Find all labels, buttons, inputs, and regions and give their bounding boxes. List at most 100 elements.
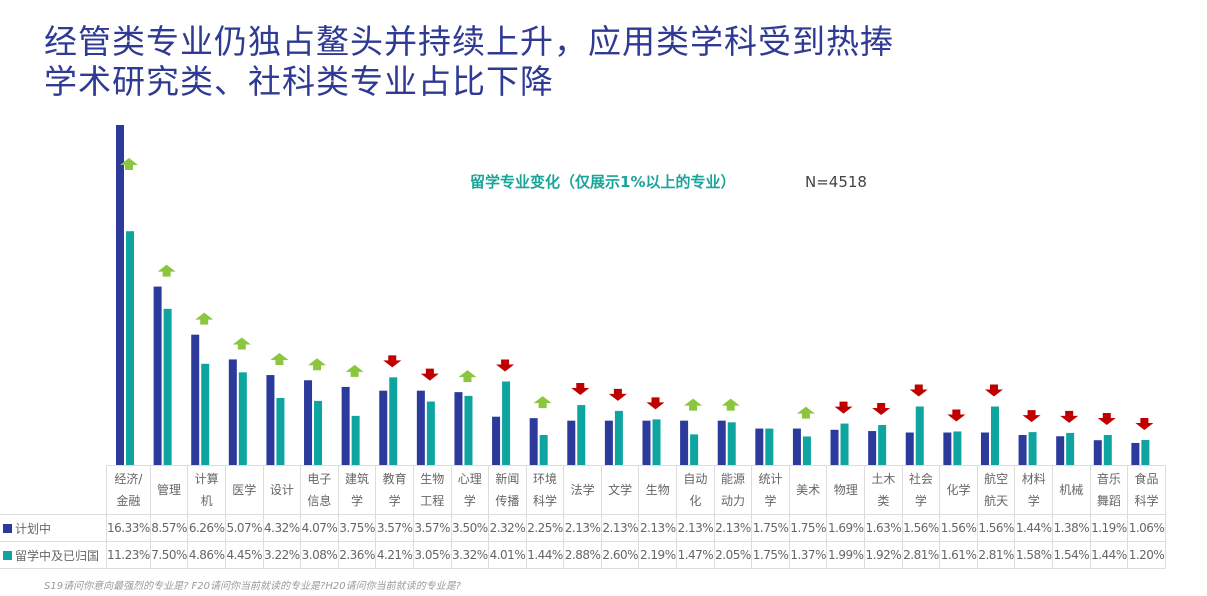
series-name: 留学中及已归国 xyxy=(15,548,100,563)
trend-up-arrow-icon xyxy=(120,158,138,170)
bar-returned xyxy=(1103,435,1112,465)
bar-planned xyxy=(492,416,501,465)
value-cell: 1.75% xyxy=(788,514,828,542)
bar-planned xyxy=(341,386,350,465)
value-cell: 1.47% xyxy=(676,541,715,569)
category-label: 生物 xyxy=(638,465,678,515)
trend-down-arrow-icon xyxy=(909,384,928,397)
bar-returned xyxy=(878,425,887,465)
bar-returned xyxy=(1141,440,1150,465)
trend-down-arrow-icon xyxy=(1135,418,1154,431)
bar-planned xyxy=(717,420,726,465)
bar-returned xyxy=(201,363,210,465)
value-cell: 2.60% xyxy=(600,541,640,569)
category-label: 物理 xyxy=(826,465,866,515)
bar-returned xyxy=(389,377,398,465)
bar-returned xyxy=(990,406,999,465)
value-cell: 1.44% xyxy=(1089,541,1129,569)
category-label: 能源 动力 xyxy=(713,465,753,515)
bar-planned xyxy=(454,392,463,465)
category-label: 法学 xyxy=(563,465,602,515)
bar-returned xyxy=(765,428,774,465)
category-label: 航空 航天 xyxy=(976,465,1016,515)
value-cell: 1.37% xyxy=(788,541,828,569)
category-label: 食品 科学 xyxy=(1127,465,1166,515)
trend-down-arrow-icon xyxy=(383,355,402,368)
bar-planned xyxy=(416,390,425,465)
category-label: 土木类 xyxy=(864,465,903,515)
legend-swatch xyxy=(3,523,12,533)
bar-returned xyxy=(502,381,511,465)
trend-down-arrow-icon xyxy=(1060,410,1079,423)
value-cell: 3.32% xyxy=(450,541,490,569)
value-cell: 1.56% xyxy=(976,514,1016,542)
trend-up-arrow-icon xyxy=(796,406,815,419)
bar-planned xyxy=(905,432,914,465)
bar-returned xyxy=(652,419,661,465)
bar-planned xyxy=(980,432,989,465)
value-cell: 4.21% xyxy=(375,541,414,569)
bar-planned xyxy=(228,359,237,465)
trend-down-arrow-icon xyxy=(420,368,439,381)
trend-down-arrow-icon xyxy=(1097,413,1116,426)
trend-up-arrow-icon xyxy=(533,396,552,409)
category-label: 统计学 xyxy=(751,465,790,515)
value-cell: 1.44% xyxy=(525,541,565,569)
bar-returned xyxy=(802,436,811,465)
value-cell: 2.19% xyxy=(638,541,678,569)
category-label: 教育学 xyxy=(375,465,414,515)
value-cell: 3.57% xyxy=(375,514,414,542)
bar-planned xyxy=(1093,440,1102,465)
bar-planned xyxy=(755,428,764,465)
value-cell: 11.23% xyxy=(106,541,151,569)
bar-returned xyxy=(539,435,548,465)
value-cell: 3.05% xyxy=(412,541,452,569)
value-cell: 1.56% xyxy=(901,514,941,542)
bar-planned xyxy=(868,431,877,465)
category-label: 化学 xyxy=(939,465,978,515)
value-cell: 1.44% xyxy=(1014,514,1054,542)
trend-down-arrow-icon xyxy=(834,401,853,414)
category-label: 设计 xyxy=(262,465,302,515)
value-cell: 2.05% xyxy=(713,541,753,569)
series-name: 计划中 xyxy=(15,521,52,536)
value-cell: 4.45% xyxy=(224,541,264,569)
value-cell: 2.13% xyxy=(713,514,753,542)
title-line-1: 经管类专业仍独占鳌头并持续上升，应用类学科受到热捧 xyxy=(44,22,894,61)
bar-planned xyxy=(529,418,538,465)
bar-returned xyxy=(1066,432,1075,465)
bar-planned xyxy=(379,390,388,465)
value-cell: 4.86% xyxy=(187,541,226,569)
value-cell: 3.50% xyxy=(450,514,490,542)
value-cell: 1.75% xyxy=(751,541,790,569)
value-cell: 2.36% xyxy=(337,541,377,569)
trend-up-arrow-icon xyxy=(345,364,364,377)
value-cell: 5.07% xyxy=(224,514,264,542)
footnote: S19请问你意向最强烈的专业是? F20请问你当前就读的专业是?H20请问你当前… xyxy=(44,581,461,592)
bar-planned xyxy=(567,420,576,465)
category-label: 生物 工程 xyxy=(412,465,452,515)
category-label: 心理学 xyxy=(450,465,490,515)
trend-up-arrow-icon xyxy=(270,353,289,366)
bar-returned xyxy=(953,431,962,465)
trend-up-arrow-icon xyxy=(721,398,740,411)
series-row: 留学中及已归国 11.23% 7.50% 4.86% 4.45% 3.22% 3.08% 2.… xyxy=(0,541,1166,569)
bar-returned xyxy=(614,410,623,465)
category-row: 经济/金融 管理 计算机医学 设计 电子 信息 建筑学教育学生物 工程 心理学新闻 传播 环境 科学法… xyxy=(0,465,1166,515)
value-cell: 1.99% xyxy=(826,541,866,569)
category-label: 电子 信息 xyxy=(300,465,339,515)
value-cell: 2.13% xyxy=(638,514,678,542)
value-cell: 3.22% xyxy=(262,541,302,569)
category-label: 环境 科学 xyxy=(525,465,565,515)
value-cell: 2.25% xyxy=(525,514,565,542)
value-cell: 1.38% xyxy=(1052,514,1091,542)
bar-planned xyxy=(266,375,275,465)
trend-down-arrow-icon xyxy=(571,383,590,396)
bar-returned xyxy=(727,422,736,465)
bar-chart xyxy=(116,125,1154,465)
bar-returned xyxy=(840,423,849,465)
category-label: 材料学 xyxy=(1014,465,1054,515)
bar-returned xyxy=(163,308,172,465)
value-cell: 1.56% xyxy=(939,514,978,542)
trend-up-arrow-icon xyxy=(232,337,251,350)
